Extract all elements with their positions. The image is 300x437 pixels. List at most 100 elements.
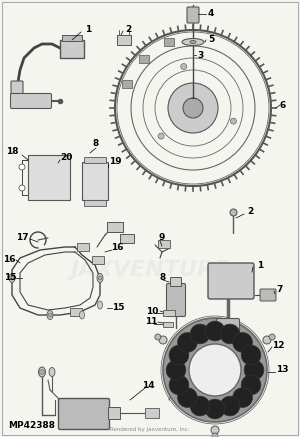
Circle shape xyxy=(19,164,25,170)
FancyBboxPatch shape xyxy=(260,289,276,301)
Circle shape xyxy=(159,336,167,344)
Circle shape xyxy=(10,276,14,280)
Bar xyxy=(107,222,123,232)
Circle shape xyxy=(233,333,253,352)
Bar xyxy=(164,38,174,46)
Circle shape xyxy=(233,388,253,407)
Text: 10: 10 xyxy=(146,306,158,316)
Circle shape xyxy=(212,433,218,437)
Text: JAXVENTURE: JAXVENTURE xyxy=(70,260,230,280)
Ellipse shape xyxy=(98,301,103,309)
Text: 15: 15 xyxy=(4,274,16,282)
Circle shape xyxy=(183,98,203,118)
Text: 12: 12 xyxy=(272,340,284,350)
Circle shape xyxy=(19,185,25,191)
Text: 8: 8 xyxy=(160,273,166,281)
Ellipse shape xyxy=(80,311,85,319)
Bar xyxy=(108,407,120,419)
Circle shape xyxy=(155,334,161,340)
FancyBboxPatch shape xyxy=(217,319,239,336)
Text: 18: 18 xyxy=(6,148,18,156)
Text: 11: 11 xyxy=(145,318,157,326)
Bar xyxy=(84,157,106,163)
Circle shape xyxy=(190,396,210,416)
Circle shape xyxy=(189,344,241,396)
Circle shape xyxy=(211,426,219,434)
FancyBboxPatch shape xyxy=(170,277,182,287)
Bar xyxy=(28,155,70,200)
FancyBboxPatch shape xyxy=(11,94,52,108)
Ellipse shape xyxy=(47,311,53,319)
Circle shape xyxy=(169,375,189,395)
Circle shape xyxy=(168,83,218,133)
Bar xyxy=(122,80,132,88)
Text: 19: 19 xyxy=(109,157,121,166)
Text: 14: 14 xyxy=(142,381,154,389)
FancyBboxPatch shape xyxy=(187,7,199,23)
Circle shape xyxy=(40,370,44,375)
Text: 15: 15 xyxy=(112,304,124,312)
Circle shape xyxy=(98,276,102,280)
Text: 8: 8 xyxy=(93,139,99,149)
Ellipse shape xyxy=(38,367,46,377)
Bar xyxy=(158,240,170,248)
Text: 16: 16 xyxy=(111,243,123,253)
Circle shape xyxy=(220,324,240,344)
Circle shape xyxy=(181,63,187,69)
Bar xyxy=(117,35,131,45)
Bar xyxy=(77,243,89,251)
Circle shape xyxy=(220,396,240,416)
Text: 13: 13 xyxy=(276,365,288,375)
Circle shape xyxy=(244,360,264,380)
Ellipse shape xyxy=(97,274,103,282)
Circle shape xyxy=(158,133,164,139)
Text: 7: 7 xyxy=(277,285,283,295)
Circle shape xyxy=(169,345,189,365)
Bar xyxy=(163,322,173,327)
Circle shape xyxy=(178,388,197,407)
Ellipse shape xyxy=(9,274,15,282)
Circle shape xyxy=(241,345,261,365)
Text: MP42388: MP42388 xyxy=(8,421,55,430)
Ellipse shape xyxy=(190,41,196,44)
Circle shape xyxy=(166,360,186,380)
Bar xyxy=(62,35,82,41)
FancyBboxPatch shape xyxy=(11,81,23,97)
Circle shape xyxy=(230,118,236,124)
Ellipse shape xyxy=(182,38,204,45)
Circle shape xyxy=(48,313,52,317)
Text: 1: 1 xyxy=(85,25,91,35)
Text: 5: 5 xyxy=(208,35,214,45)
Text: 20: 20 xyxy=(60,153,72,163)
FancyBboxPatch shape xyxy=(167,284,185,316)
Text: 3: 3 xyxy=(198,51,204,59)
Text: 17: 17 xyxy=(16,232,28,242)
Circle shape xyxy=(241,375,261,395)
Bar xyxy=(145,408,159,418)
Bar xyxy=(60,40,84,58)
Text: 2: 2 xyxy=(247,208,253,216)
Bar xyxy=(139,55,148,62)
Ellipse shape xyxy=(49,368,55,377)
Bar xyxy=(163,310,175,316)
FancyBboxPatch shape xyxy=(58,399,110,430)
Circle shape xyxy=(205,399,225,419)
Text: 2: 2 xyxy=(125,24,131,34)
Bar xyxy=(82,162,108,200)
FancyBboxPatch shape xyxy=(208,263,254,299)
Text: 6: 6 xyxy=(280,101,286,110)
Circle shape xyxy=(269,334,275,340)
Circle shape xyxy=(163,318,267,422)
Bar xyxy=(84,200,106,206)
Circle shape xyxy=(263,336,271,344)
Text: 9: 9 xyxy=(159,233,165,243)
Bar xyxy=(120,234,134,243)
Circle shape xyxy=(205,321,225,341)
Text: 4: 4 xyxy=(208,10,214,18)
Text: 1: 1 xyxy=(257,260,263,270)
Text: 16: 16 xyxy=(3,256,15,264)
Bar xyxy=(92,256,104,264)
Text: Rendered by Jaxventure, Inc.: Rendered by Jaxventure, Inc. xyxy=(110,427,190,432)
Circle shape xyxy=(190,324,210,344)
Bar xyxy=(70,308,82,316)
